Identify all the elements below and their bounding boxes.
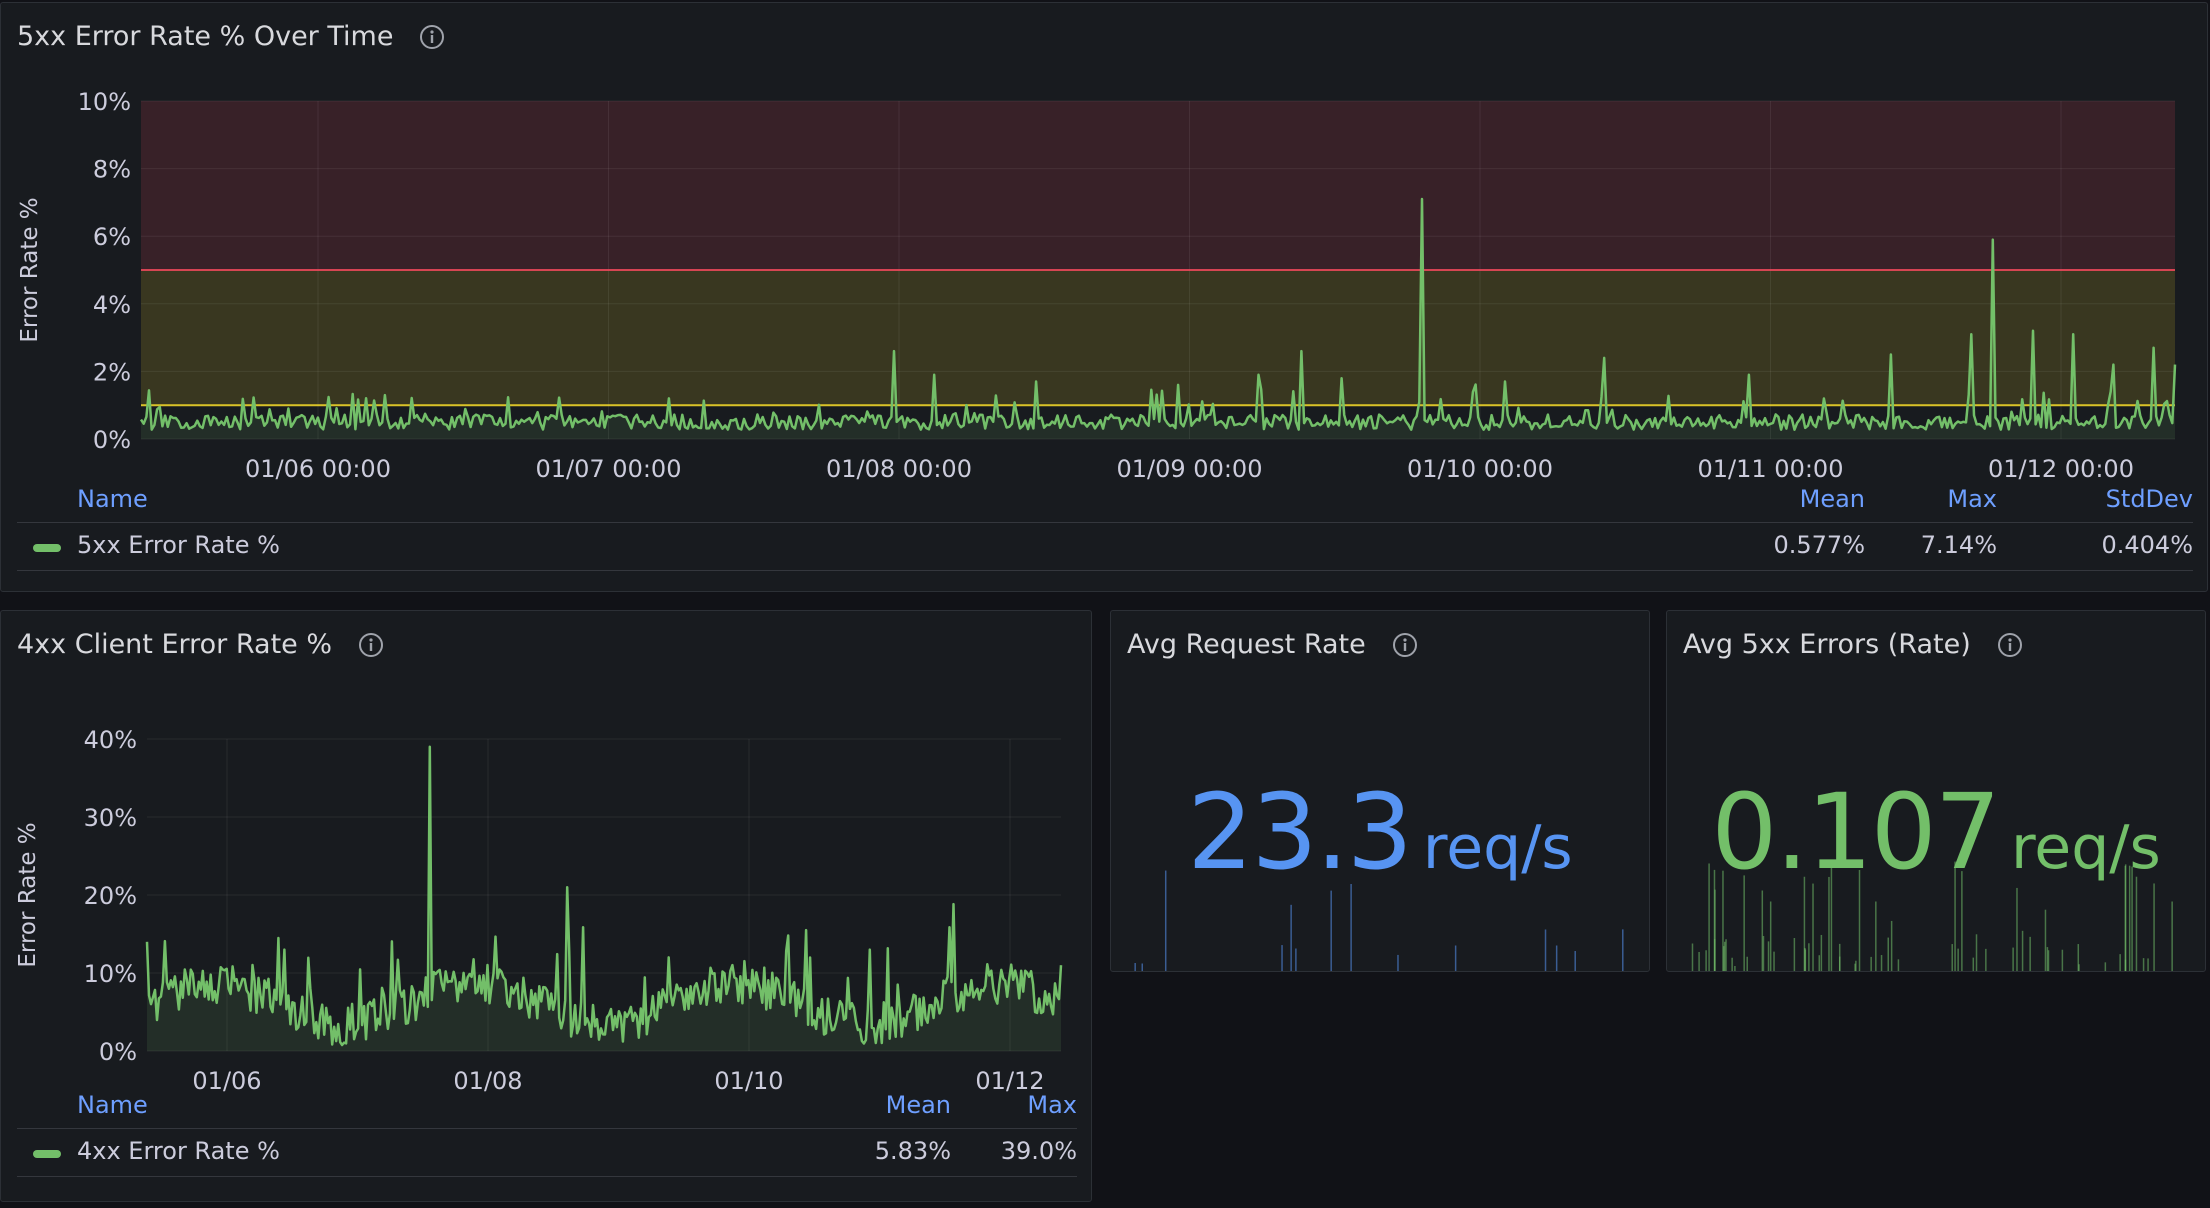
y-tick-label: 0% [93,426,131,454]
series-line [145,745,1063,1047]
info-icon[interactable] [1997,632,2023,658]
series-color-swatch [33,1150,61,1158]
x-tick-label: 01/12 [975,1067,1044,1095]
y-tick-label: 20% [84,882,137,910]
series-area-fill [147,746,1061,1051]
panel-avg-request-rate: Avg Request Rate 23.3 req/s [1110,610,1650,972]
panel-avg-5xx-errors: Avg 5xx Errors (Rate) 0.107 req/s [1666,610,2206,972]
legend-series-name[interactable]: 4xx Error Rate % [77,1137,280,1165]
x-tick-label: 01/11 00:00 [1698,455,1844,483]
legend-header: Name Mean Max StdDev [17,479,2193,523]
info-icon[interactable] [1392,632,1418,658]
stat-unit: req/s [1422,813,1573,883]
y-tick-label: 0% [99,1038,137,1066]
legend-col-max[interactable]: Max [1947,485,1997,513]
y-tick-label: 6% [93,223,131,251]
legend-stddev-value: 0.404% [2101,531,2193,559]
y-tick-label: 8% [93,156,131,184]
x-tick-label: 01/10 00:00 [1407,455,1553,483]
legend-col-name[interactable]: Name [77,485,148,513]
stat-value: 0.107 req/s [1667,771,2205,893]
legend-col-mean[interactable]: Mean [885,1091,951,1119]
stat-unit: req/s [2010,813,2161,883]
stat-number: 0.107 [1711,771,2001,893]
y-tick-label: 2% [93,358,131,386]
panel-4xx-error-rate: 4xx Client Error Rate % 0% 10% 20% 30% 40% 01… [0,610,1092,1202]
y-tick-label: 10% [84,960,137,988]
stat-value: 23.3 req/s [1111,771,1649,893]
x-tick-label: 01/08 00:00 [826,455,972,483]
legend-col-max[interactable]: Max [1027,1091,1077,1119]
info-icon[interactable] [419,24,445,50]
legend-row[interactable]: 5xx Error Rate % 0.577% 7.14% 0.404% [17,523,2193,571]
legend-header: Name Mean Max [17,1085,1077,1129]
threshold-band-red [141,101,2175,270]
series-color-swatch [33,544,61,552]
x-tick-label: 01/12 00:00 [1988,455,2134,483]
panel-title-text: Avg 5xx Errors (Rate) [1683,629,1971,660]
series-line [139,197,2177,431]
x-tick-label: 01/06 [192,1067,261,1095]
panel-title[interactable]: Avg Request Rate [1127,629,1418,660]
legend-col-name[interactable]: Name [77,1091,148,1119]
panel-5xx-error-rate: 5xx Error Rate % Over Time 0% 2% 4% 6% 8% 10%… [0,2,2208,592]
y-tick-label: 40% [84,726,137,754]
chart-4xx-error-rate[interactable]: 0% 10% 20% 30% 40% 01/06 01/08 01/10 01/12 Error … [1,701,1092,1171]
panel-title[interactable]: 4xx Client Error Rate % [17,629,384,660]
legend-row[interactable]: 4xx Error Rate % 5.83% 39.0% [17,1129,1077,1177]
x-tick-label: 01/06 00:00 [245,455,391,483]
legend-4xx: Name Mean Max 4xx Error Rate % 5.83% 39.… [17,1085,1077,1185]
y-tick-label: 4% [93,291,131,319]
sparkline-request-rate [1134,870,1624,971]
legend-max-value: 7.14% [1920,531,1997,559]
y-tick-label: 30% [84,804,137,832]
sparkline-5xx-errors [1691,861,2173,971]
legend-max-value: 39.0% [1000,1137,1077,1165]
legend-col-stddev[interactable]: StdDev [2105,485,2193,513]
panel-title[interactable]: 5xx Error Rate % Over Time [17,21,445,52]
legend-mean-value: 5.83% [874,1137,951,1165]
x-tick-label: 01/09 00:00 [1117,455,1263,483]
stat-number: 23.3 [1187,771,1413,893]
chart-5xx-error-rate[interactable]: 0% 2% 4% 6% 8% 10% 01/06 00:00 01/07 00:00 01/08… [1,63,2208,513]
legend-series-name[interactable]: 5xx Error Rate % [77,531,280,559]
y-axis-label: Error Rate % [17,197,43,342]
legend-mean-value: 0.577% [1773,531,1865,559]
x-tick-label: 01/07 00:00 [536,455,682,483]
legend-col-mean[interactable]: Mean [1799,485,1865,513]
x-tick-label: 01/10 [714,1067,783,1095]
panel-title-text: Avg Request Rate [1127,629,1366,660]
y-axis-label: Error Rate % [15,822,41,967]
panel-title-text: 4xx Client Error Rate % [17,629,333,660]
info-icon[interactable] [358,632,384,658]
panel-title-text: 5xx Error Rate % Over Time [17,21,394,52]
threshold-band-yellow [141,270,2175,406]
legend-5xx: Name Mean Max StdDev 5xx Error Rate % 0.… [17,479,2193,579]
series-area-fill [141,199,2175,439]
y-tick-label: 10% [78,88,131,116]
x-tick-label: 01/08 [453,1067,522,1095]
panel-title[interactable]: Avg 5xx Errors (Rate) [1683,629,2023,660]
